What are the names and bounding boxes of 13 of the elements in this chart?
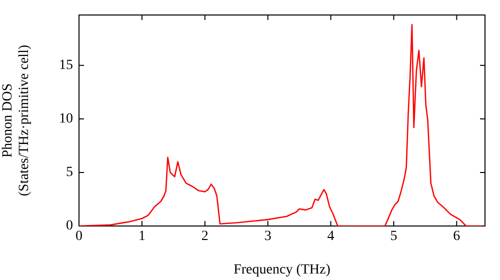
x-tick-label: 2 <box>201 229 208 244</box>
x-tick-label: 6 <box>453 229 460 244</box>
x-tick-label: 5 <box>390 229 398 244</box>
x-tick-label: 1 <box>138 229 146 244</box>
y-tick-label: 10 <box>59 112 73 127</box>
y-axis-title: Phonon DOS (States/THz·primitive cell) <box>0 44 32 196</box>
x-tick-label: 3 <box>264 229 272 244</box>
y-tick-label: 0 <box>66 218 73 234</box>
x-tick-label: 4 <box>327 229 334 244</box>
x-tick-label: 0 <box>76 229 82 244</box>
x-axis-title: Frequency (THz) <box>234 262 331 278</box>
y-tick-label: 5 <box>66 165 73 180</box>
y-tick-label: 15 <box>59 58 73 74</box>
